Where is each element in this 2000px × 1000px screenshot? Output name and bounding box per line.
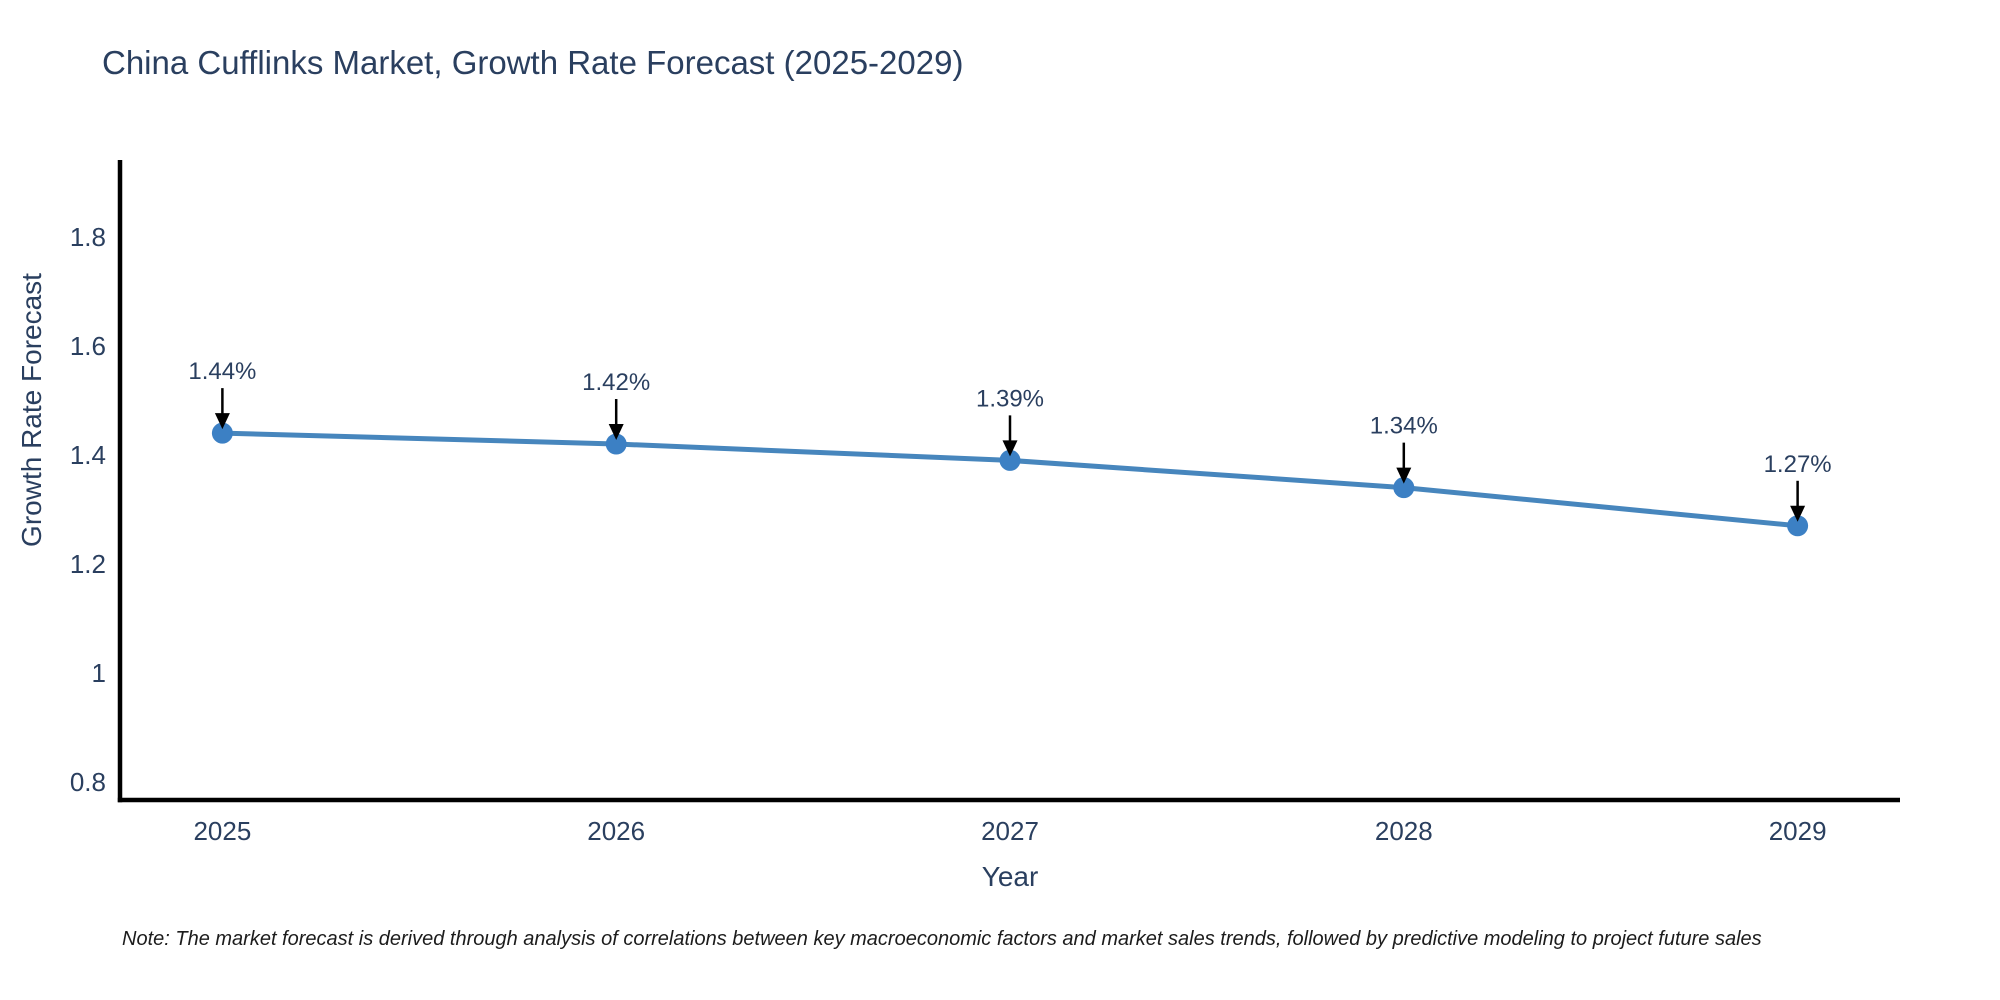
x-tick-label: 2027 <box>981 816 1039 846</box>
data-point-marker <box>999 449 1021 471</box>
annotation-arrowhead <box>214 413 230 430</box>
data-point-marker <box>211 422 233 444</box>
data-point-marker <box>1787 515 1809 537</box>
x-tick-label: 2025 <box>193 816 251 846</box>
x-tick-label: 2026 <box>587 816 645 846</box>
y-tick-label: 1.4 <box>70 440 106 470</box>
annotation-arrowhead <box>1396 467 1412 484</box>
point-label: 1.42% <box>582 369 650 396</box>
x-tick-label: 2028 <box>1375 816 1433 846</box>
data-point-marker <box>1393 477 1415 499</box>
point-label: 1.27% <box>1764 451 1832 478</box>
y-tick-label: 1.2 <box>70 549 106 579</box>
footnote: Note: The market forecast is derived thr… <box>122 928 1762 950</box>
y-axis-title: Growth Rate Forecast <box>16 273 47 547</box>
y-tick-label: 1 <box>92 658 106 688</box>
data-point-marker <box>605 433 627 455</box>
x-axis-title: Year <box>981 861 1039 892</box>
point-label: 1.44% <box>188 358 256 385</box>
chart-title: China Cufflinks Market, Growth Rate Fore… <box>102 44 964 81</box>
y-tick-label: 1.6 <box>70 331 106 361</box>
point-label: 1.34% <box>1370 413 1438 440</box>
point-label: 1.39% <box>976 385 1044 412</box>
annotation-arrowhead <box>1790 505 1806 522</box>
annotation-arrowhead <box>1002 440 1018 457</box>
annotation-arrowhead <box>608 424 624 441</box>
y-tick-label: 0.8 <box>70 767 106 797</box>
y-tick-label: 1.8 <box>70 222 106 252</box>
x-tick-label: 2029 <box>1769 816 1827 846</box>
